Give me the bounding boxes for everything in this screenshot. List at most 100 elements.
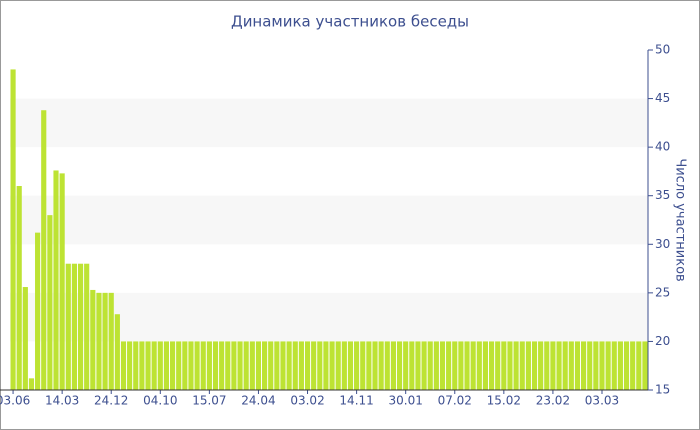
bar	[225, 341, 231, 390]
bar	[458, 341, 464, 390]
bar	[286, 341, 292, 390]
bar	[568, 341, 574, 390]
bar	[90, 289, 96, 390]
bar	[311, 341, 317, 390]
bar	[611, 341, 617, 390]
bar	[127, 341, 133, 390]
bar	[507, 341, 513, 390]
bar	[108, 292, 114, 390]
bar	[587, 341, 593, 390]
bar	[41, 110, 47, 390]
bar	[642, 341, 648, 390]
x-tick-label: 24.04	[241, 394, 275, 408]
y-tick-label: 30	[655, 237, 670, 251]
chart-title: Динамика участников беседы	[231, 13, 469, 31]
x-tick-label: 03.03	[585, 394, 619, 408]
x-tick-label: 14.11	[339, 394, 373, 408]
bar	[268, 341, 274, 390]
bar	[10, 69, 16, 390]
bar	[255, 341, 262, 390]
bar	[452, 341, 458, 390]
bar	[323, 341, 329, 390]
bar	[439, 341, 446, 390]
bar	[366, 341, 372, 390]
bar	[623, 341, 630, 390]
bar	[206, 341, 212, 390]
y-tick-label: 25	[655, 285, 670, 299]
bar	[617, 341, 623, 390]
bar	[384, 341, 390, 390]
bar	[495, 341, 501, 390]
bar	[35, 232, 41, 390]
bar	[354, 341, 360, 390]
bar	[593, 341, 599, 390]
bar	[482, 341, 489, 390]
bar	[464, 341, 470, 390]
bar	[378, 341, 384, 390]
bar	[212, 341, 219, 390]
bar	[415, 341, 421, 390]
bar	[280, 341, 286, 390]
bar	[169, 341, 176, 390]
bar	[562, 341, 568, 390]
bar	[550, 341, 556, 390]
y-tick-label: 35	[655, 188, 670, 202]
x-tick-label: 14.03	[45, 394, 79, 408]
bar	[519, 341, 525, 390]
bar	[525, 341, 531, 390]
bar	[163, 341, 170, 390]
bar	[120, 341, 127, 390]
bar	[157, 341, 163, 390]
y-tick-label: 40	[655, 140, 670, 154]
bar	[28, 378, 35, 390]
bar	[84, 263, 90, 390]
x-tick-label: 30.01	[389, 394, 423, 408]
y-tick-label: 20	[655, 334, 670, 348]
bar	[262, 341, 268, 390]
x-tick-label: 04.10	[143, 394, 177, 408]
bar	[133, 341, 139, 390]
bar	[636, 341, 642, 390]
bar	[347, 341, 354, 390]
bar	[182, 341, 188, 390]
bar	[427, 341, 433, 390]
grid-band	[10, 98, 648, 148]
bar	[188, 341, 194, 390]
bar	[476, 341, 482, 390]
bar	[409, 341, 415, 390]
bar	[298, 341, 304, 390]
bar	[421, 341, 427, 390]
y-tick-label: 50	[655, 43, 670, 57]
bar	[372, 341, 378, 390]
x-tick-label: 03.02	[290, 394, 324, 408]
bar	[390, 341, 396, 390]
bar	[599, 341, 605, 390]
bar	[433, 341, 439, 390]
bar	[488, 341, 495, 390]
bar	[329, 341, 335, 390]
bar	[274, 341, 280, 390]
x-tick-label: 15.02	[487, 394, 521, 408]
bar	[605, 341, 611, 390]
bar	[396, 341, 403, 390]
bar	[446, 341, 452, 390]
bar	[304, 341, 311, 390]
bar	[574, 341, 581, 390]
bar	[53, 170, 59, 390]
bar	[47, 215, 53, 390]
bar	[139, 341, 145, 390]
bar	[231, 341, 237, 390]
bar	[77, 263, 84, 390]
bar	[403, 341, 409, 390]
bar	[249, 341, 255, 390]
bar	[531, 341, 538, 390]
bar	[237, 341, 243, 390]
bar	[194, 341, 200, 390]
bar	[22, 287, 28, 390]
bar	[102, 292, 108, 390]
bar	[145, 341, 151, 390]
bar	[544, 341, 550, 390]
bar	[96, 292, 102, 390]
bar	[292, 341, 298, 390]
